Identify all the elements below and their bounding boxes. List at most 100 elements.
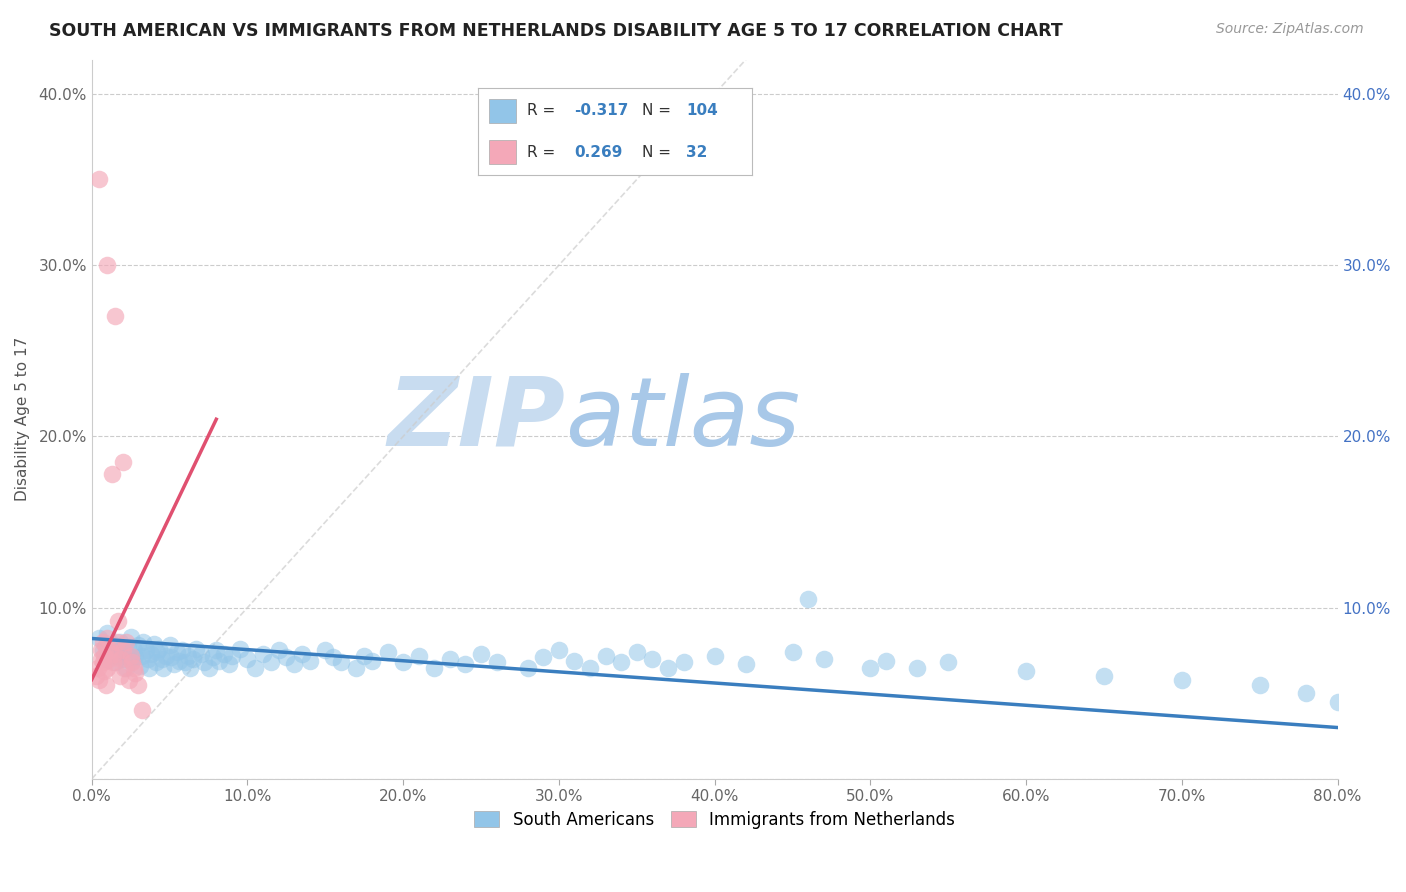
Point [104, 647, 127, 661]
Point [252, 647, 274, 661]
Point [1015, 664, 1038, 678]
Point [112, 652, 135, 666]
Point [353, 648, 375, 663]
Point [548, 643, 571, 657]
Point [135, 643, 157, 657]
Point [107, 615, 129, 629]
Point [734, 657, 756, 672]
Point [190, 647, 212, 661]
Point [127, 638, 149, 652]
Point [167, 654, 190, 668]
Point [531, 650, 554, 665]
Point [122, 643, 145, 657]
Point [260, 656, 283, 670]
Point [103, 656, 125, 670]
Point [93, 664, 115, 678]
Point [610, 656, 633, 670]
Point [143, 637, 166, 651]
Point [104, 310, 127, 324]
Point [208, 654, 231, 668]
Point [150, 652, 173, 666]
Point [94, 638, 117, 652]
Point [155, 648, 177, 663]
Point [120, 630, 142, 644]
Point [111, 645, 134, 659]
Point [101, 467, 124, 481]
Point [1092, 669, 1115, 683]
Point [132, 635, 155, 649]
Point [205, 643, 228, 657]
Point [245, 660, 267, 674]
Point [107, 641, 129, 656]
Point [579, 660, 602, 674]
Point [797, 592, 820, 607]
Point [96, 632, 118, 646]
Point [105, 648, 128, 663]
Point [100, 647, 122, 661]
Point [120, 648, 142, 663]
Point [93, 648, 115, 663]
Point [122, 660, 145, 674]
Point [181, 652, 204, 666]
Point [121, 654, 143, 668]
Point [94, 640, 117, 654]
Point [228, 641, 250, 656]
Point [936, 656, 959, 670]
Point [703, 648, 725, 663]
Point [454, 657, 477, 672]
Point [322, 650, 344, 665]
Point [179, 660, 201, 674]
Point [91, 635, 114, 649]
Point [96, 626, 118, 640]
Point [184, 641, 207, 656]
Point [166, 645, 188, 659]
Point [100, 643, 122, 657]
Y-axis label: Disability Age 5 to 17: Disability Age 5 to 17 [15, 337, 30, 501]
Point [108, 635, 131, 649]
Point [193, 656, 215, 670]
Point [152, 660, 174, 674]
Point [117, 640, 139, 654]
Point [136, 652, 159, 666]
Point [177, 648, 200, 663]
Point [485, 656, 508, 670]
Point [89, 673, 111, 687]
Point [197, 660, 219, 674]
Point [329, 656, 352, 670]
Legend: South Americans, Immigrants from Netherlands: South Americans, Immigrants from Netherl… [468, 804, 962, 835]
Point [138, 660, 160, 674]
Point [127, 678, 149, 692]
Point [298, 654, 321, 668]
Point [1295, 686, 1317, 700]
Point [905, 660, 928, 674]
Point [1249, 678, 1271, 692]
Point [221, 648, 243, 663]
Point [90, 652, 112, 666]
Point [170, 643, 193, 657]
Point [145, 656, 167, 670]
Point [110, 652, 132, 666]
Point [111, 643, 134, 657]
Point [131, 703, 153, 717]
Point [212, 647, 235, 661]
Text: ZIP: ZIP [387, 373, 565, 466]
Point [276, 650, 298, 665]
Point [174, 656, 197, 670]
Text: Source: ZipAtlas.com: Source: ZipAtlas.com [1216, 22, 1364, 37]
Point [89, 632, 111, 646]
Point [139, 647, 162, 661]
Point [104, 656, 127, 670]
Point [115, 660, 138, 674]
Point [267, 643, 290, 657]
Point [470, 647, 492, 661]
Point [146, 645, 169, 659]
Point [96, 652, 118, 666]
Point [101, 637, 124, 651]
Point [813, 652, 835, 666]
Point [202, 650, 225, 665]
Point [148, 641, 170, 656]
Point [346, 660, 368, 674]
Point [96, 660, 118, 674]
Point [641, 652, 664, 666]
Point [626, 645, 648, 659]
